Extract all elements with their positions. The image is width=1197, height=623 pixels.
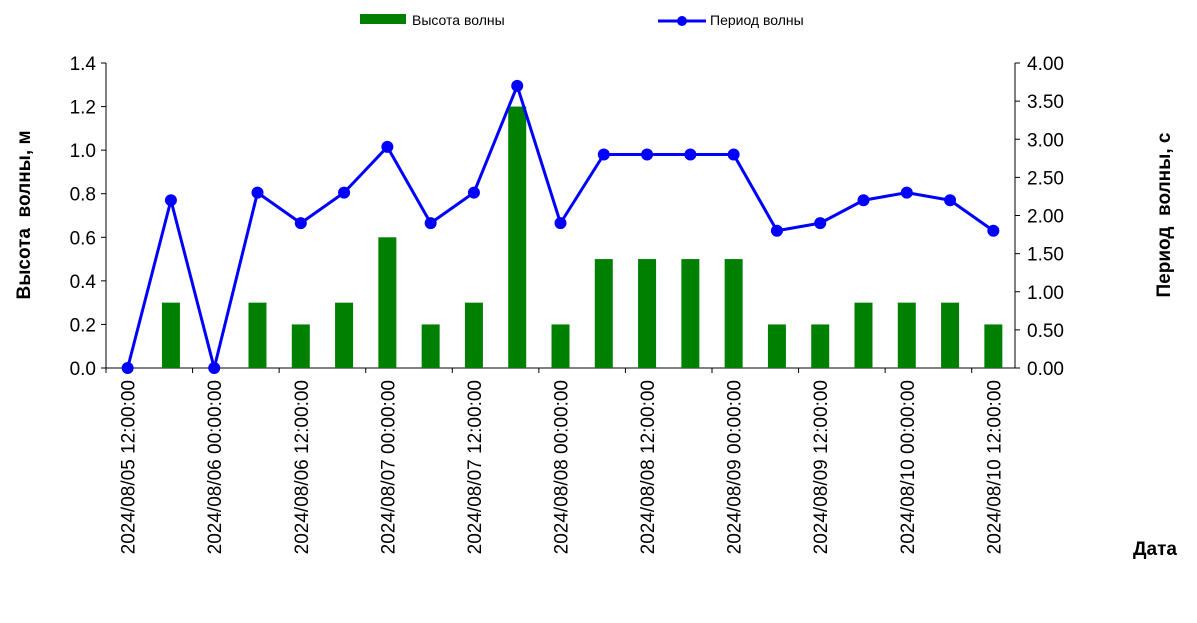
x-tick-label: 2024/08/09 00:00:00 bbox=[725, 380, 746, 554]
bar-wave-height bbox=[551, 324, 570, 368]
x-tick-label: 2024/08/10 00:00:00 bbox=[898, 380, 919, 554]
x-tick-label: 2024/08/08 12:00:00 bbox=[638, 380, 659, 554]
y-right-tick-label: 2.50 bbox=[1027, 168, 1064, 189]
x-tick-label: 2024/08/06 00:00:00 bbox=[205, 380, 226, 554]
point-wave-period bbox=[338, 186, 351, 199]
axes: 0.0 0.2 0.4 0.6 0.8 1.0 1.2 1.4 0.00 0.50 1.00 1.50… bbox=[70, 54, 1064, 380]
point-wave-period bbox=[727, 148, 740, 161]
y-left-tick-label: 0.4 bbox=[70, 272, 97, 293]
bar-wave-height bbox=[854, 302, 873, 368]
point-wave-period bbox=[467, 186, 480, 199]
point-wave-period bbox=[164, 194, 177, 207]
bar-wave-height bbox=[421, 324, 440, 368]
y-left-tick-label: 1.4 bbox=[70, 54, 97, 75]
y-right-tick-label: 1.50 bbox=[1027, 245, 1064, 266]
legend-marker-wave-period bbox=[677, 16, 687, 26]
bar-wave-height bbox=[248, 302, 267, 368]
y-right-tick-label: 3.50 bbox=[1027, 92, 1064, 113]
y-left-tick-label: 0.6 bbox=[70, 228, 96, 249]
point-wave-period bbox=[424, 217, 437, 230]
bar-wave-height bbox=[594, 259, 613, 368]
point-wave-period bbox=[597, 148, 610, 161]
point-wave-period bbox=[770, 224, 783, 237]
point-wave-period bbox=[251, 186, 264, 199]
x-tick-label: 2024/08/08 00:00:00 bbox=[552, 380, 573, 554]
line-series-wave-period bbox=[121, 79, 1000, 374]
bar-wave-height bbox=[724, 259, 743, 368]
x-tick-label: 2024/08/05 12:00:00 bbox=[119, 380, 140, 554]
point-wave-period bbox=[121, 362, 134, 374]
point-wave-period bbox=[641, 148, 654, 161]
y-right-tick-label: 4.00 bbox=[1027, 54, 1064, 75]
y-right-tick-label: 0.50 bbox=[1027, 321, 1064, 342]
x-axis-tick-labels: 2024/08/05 12:00:00 2024/08/06 00:00:00 20… bbox=[119, 380, 1006, 554]
legend-label-wave-period: Период волны bbox=[710, 12, 804, 28]
bar-wave-height bbox=[941, 302, 960, 368]
y-left-tick-label: 0.8 bbox=[70, 185, 96, 206]
point-wave-period bbox=[294, 217, 307, 230]
y-axis-right-title: Период волны, с bbox=[1154, 132, 1175, 297]
y-left-tick-label: 0.2 bbox=[70, 315, 96, 336]
y-right-tick-label: 1.00 bbox=[1027, 283, 1064, 304]
bar-series-wave-height bbox=[161, 106, 1003, 369]
point-wave-period bbox=[684, 148, 697, 161]
bar-wave-height bbox=[464, 302, 483, 368]
x-tick-label: 2024/08/07 12:00:00 bbox=[465, 380, 486, 554]
point-wave-period bbox=[381, 140, 394, 153]
x-tick-label: 2024/08/06 12:00:00 bbox=[292, 380, 313, 554]
bar-wave-height bbox=[811, 324, 830, 368]
y-left-tick-label: 0.0 bbox=[70, 359, 96, 380]
bar-wave-height bbox=[291, 324, 310, 368]
bar-wave-height bbox=[638, 259, 657, 368]
point-wave-period bbox=[857, 194, 870, 207]
x-tick-label: 2024/08/09 12:00:00 bbox=[811, 380, 832, 554]
legend: Высота волны Период волны bbox=[360, 12, 804, 28]
x-tick-label: 2024/08/10 12:00:00 bbox=[984, 380, 1005, 554]
point-wave-period bbox=[944, 194, 957, 207]
y-left-tick-label: 1.2 bbox=[70, 98, 96, 119]
bar-wave-height bbox=[767, 324, 786, 368]
legend-swatch-wave-height bbox=[360, 14, 406, 24]
point-wave-period bbox=[208, 362, 221, 374]
point-wave-period bbox=[511, 79, 524, 92]
point-wave-period bbox=[554, 217, 567, 230]
bar-wave-height bbox=[897, 302, 916, 368]
point-wave-period bbox=[900, 186, 913, 199]
y-right-tick-label: 2.00 bbox=[1027, 207, 1064, 228]
bar-wave-height bbox=[681, 259, 700, 368]
bar-wave-height bbox=[161, 302, 180, 368]
x-tick-label: 2024/08/07 00:00:00 bbox=[378, 380, 399, 554]
bar-wave-height bbox=[508, 106, 527, 369]
x-axis-title: Дата bbox=[1133, 539, 1177, 560]
bar-wave-height bbox=[984, 324, 1003, 368]
point-wave-period bbox=[814, 217, 827, 230]
point-wave-period bbox=[987, 224, 1000, 237]
y-axis-left-title: Высота волны, м bbox=[14, 130, 35, 299]
legend-label-wave-height: Высота волны bbox=[412, 12, 505, 28]
y-right-tick-label: 3.00 bbox=[1027, 130, 1064, 151]
y-left-tick-label: 1.0 bbox=[70, 141, 96, 162]
bar-wave-height bbox=[378, 237, 397, 368]
y-right-tick-label: 0.00 bbox=[1027, 359, 1064, 380]
bar-wave-height bbox=[335, 302, 354, 368]
